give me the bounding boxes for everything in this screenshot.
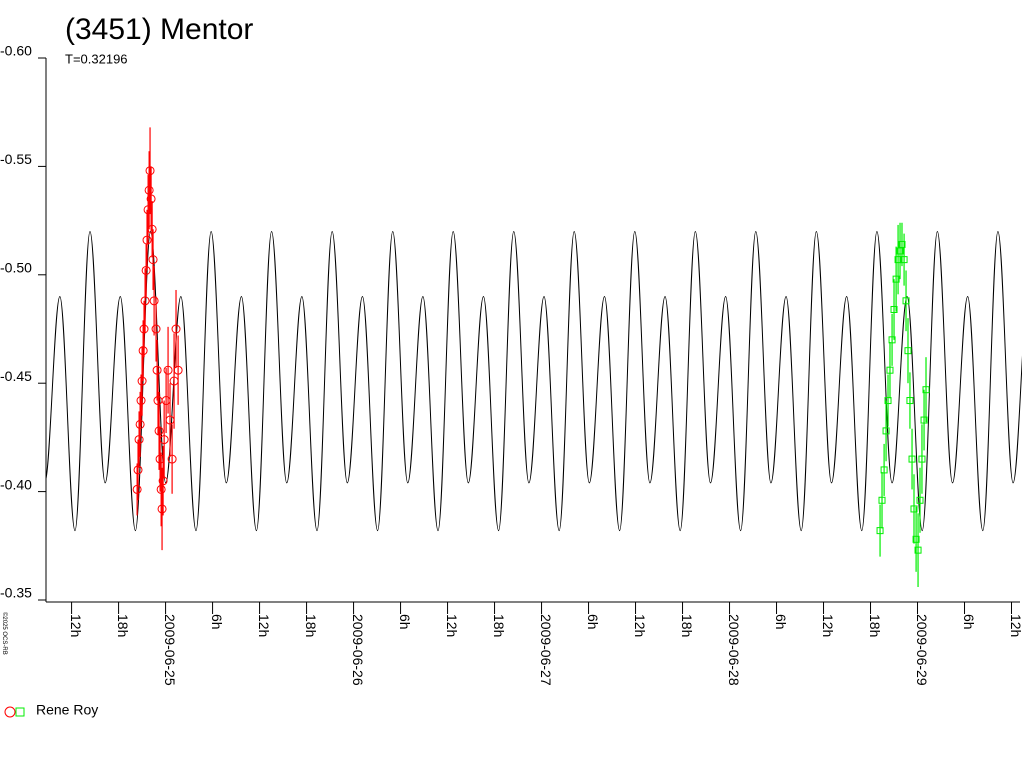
marker [922,386,930,394]
marker [880,466,888,474]
marker [171,324,181,334]
marker [134,435,144,445]
marker [908,455,916,463]
marker [878,496,886,504]
marker [158,476,168,486]
marker [154,426,164,436]
y-tick-label: -0.60 [0,43,32,59]
marker [142,235,152,245]
marker [890,305,898,313]
marker [906,397,914,405]
marker [163,365,173,375]
marker [892,275,900,283]
marker [886,366,894,374]
x-tick-label: 6h [397,614,413,630]
marker [916,496,924,504]
marker [135,419,145,429]
x-tick-label: 2009-06-27 [538,614,554,686]
y-tick-label: -0.50 [0,260,32,276]
x-tick-label: 12h [820,614,836,637]
marker [137,376,147,386]
marker [920,416,928,424]
marker [167,454,177,464]
marker [146,194,156,204]
marker [149,296,159,306]
marker [902,297,910,305]
marker [900,256,908,264]
x-tick-label: 2009-06-25 [162,614,178,686]
x-tick-label: 18h [679,614,695,637]
x-tick-label: 12h [256,614,272,637]
marker [159,435,169,445]
x-tick-label: 18h [115,614,131,637]
marker [914,546,922,554]
chart-title: (3451) Mentor [65,13,253,46]
marker [912,535,920,543]
marker [132,484,142,494]
marker [896,247,904,255]
marker [156,484,166,494]
marker [173,365,183,375]
y-tick-label: -0.45 [0,368,32,384]
marker [904,347,912,355]
credit: ©2025 OCS-RB [1,612,8,655]
marker [144,185,154,195]
x-tick-label: 12h [632,614,648,637]
plot-area [46,127,1022,587]
x-tick-label: 6h [585,614,601,630]
marker [152,365,162,375]
y-tick-label: -0.40 [0,476,32,492]
x-tick-label: 6h [209,614,225,630]
marker [136,396,146,406]
marker [910,505,918,513]
legend-marker [4,706,16,718]
marker [140,296,150,306]
marker [151,324,161,334]
marker [157,504,167,514]
marker [148,255,158,265]
marker [876,527,884,535]
marker [918,455,926,463]
x-tick-label: 2009-06-28 [726,614,742,686]
x-tick-label: 6h [773,614,789,630]
marker [145,166,155,176]
marker [884,397,892,405]
marker [138,346,148,356]
marker [133,465,143,475]
legend-label: Rene Roy [36,702,98,718]
marker [139,324,149,334]
marker [898,240,906,248]
model-curve [46,230,1022,532]
x-tick-label: 12h [444,614,460,637]
x-tick-label: 2009-06-29 [914,614,930,686]
x-tick-label: 6h [961,614,977,630]
x-tick-label: 18h [867,614,883,637]
x-tick-label: 18h [491,614,507,637]
y-tick-label: -0.55 [0,151,32,167]
x-tick-label: 12h [68,614,84,637]
marker [147,224,157,234]
x-tick-label: 2009-06-26 [350,614,366,686]
x-tick-label: 18h [303,614,319,637]
legend-marker [15,707,25,717]
chart-subtitle: T=0.32196 [65,51,128,66]
x-tick-label: 12h [1008,614,1024,637]
marker [141,265,151,275]
y-tick-label: -0.35 [0,585,32,601]
marker [888,336,896,344]
marker [882,427,890,435]
